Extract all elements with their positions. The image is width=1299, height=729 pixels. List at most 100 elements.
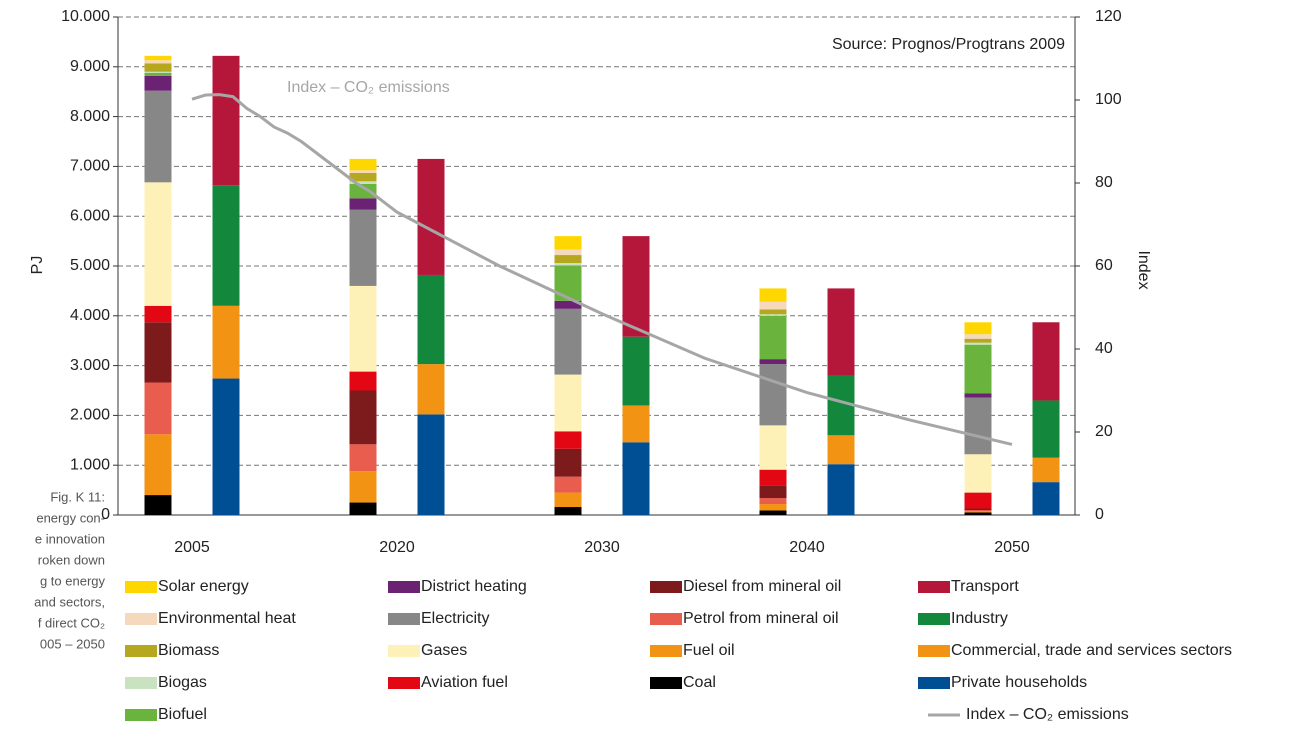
bar-segment xyxy=(212,378,240,515)
bar-segment xyxy=(827,464,855,515)
y2-tick-label: 40 xyxy=(1095,340,1113,357)
bar-segment xyxy=(349,172,377,182)
bar-segment xyxy=(144,72,172,76)
bar-segment xyxy=(964,393,992,398)
bar-segment xyxy=(417,274,445,365)
bar-segment xyxy=(554,249,582,256)
bar-segment xyxy=(144,63,172,72)
x-tick-label: 2050 xyxy=(994,539,1030,556)
y-tick-label: 4.000 xyxy=(70,307,110,324)
bar-segment xyxy=(349,285,377,372)
legend-label: Biogas xyxy=(158,674,207,691)
legend-label: Fuel oil xyxy=(683,642,735,659)
bar-segment xyxy=(1032,457,1060,483)
y-tick-label: 10.000 xyxy=(61,8,110,25)
legend-label: Commercial, trade and services sectors xyxy=(951,642,1232,659)
bar-segment xyxy=(144,382,172,435)
caption-line: Fig. K 11: xyxy=(50,489,105,504)
bar-segment xyxy=(349,390,377,445)
legend-label: Gases xyxy=(421,642,467,659)
bar-segment xyxy=(622,442,650,515)
y2-axis-label: Index xyxy=(1135,250,1152,289)
legend-label: District heating xyxy=(421,578,527,595)
bar-segment xyxy=(417,364,445,415)
bar-segment xyxy=(144,60,172,64)
bar-segment xyxy=(554,300,582,309)
legend-label: Biofuel xyxy=(158,706,207,723)
bar-segment xyxy=(144,55,172,61)
bar-segment xyxy=(144,182,172,306)
bar-segment xyxy=(349,170,377,173)
bar-segment xyxy=(964,508,992,511)
bar-segment xyxy=(417,414,445,515)
bar-segment xyxy=(759,498,787,505)
caption-line: 005 – 2050 xyxy=(40,636,105,651)
bar-segment xyxy=(964,342,992,345)
bar-segment xyxy=(349,158,377,171)
caption-line: energy con- xyxy=(36,510,105,525)
bar-segment xyxy=(759,315,787,360)
x-tick-label: 2020 xyxy=(379,539,415,556)
y2-tick-label: 20 xyxy=(1095,423,1113,440)
legend-label: Industry xyxy=(951,610,1008,627)
y-axis-label: PJ xyxy=(29,256,46,275)
legend-swatch xyxy=(388,581,420,593)
bar-segment xyxy=(554,308,582,375)
bar-segment xyxy=(964,322,992,335)
bar-segment xyxy=(827,288,855,376)
bar-segment xyxy=(1032,400,1060,458)
bar-segment xyxy=(964,492,992,509)
bar-segment xyxy=(964,397,992,455)
bar-segment xyxy=(964,334,992,339)
y2-tick-label: 60 xyxy=(1095,257,1113,274)
legend-swatch xyxy=(918,613,950,625)
bar-segment xyxy=(759,364,787,426)
legend-label: Environmental heat xyxy=(158,610,296,627)
x-tick-label: 2040 xyxy=(789,539,825,556)
y-tick-label: 6.000 xyxy=(70,207,110,224)
legend-swatch xyxy=(650,645,682,657)
legend-label: Biomass xyxy=(158,642,219,659)
y2-tick-label: 100 xyxy=(1095,91,1122,108)
legend-swatch xyxy=(388,613,420,625)
legend-label: Electricity xyxy=(421,610,489,627)
bar-segment xyxy=(964,344,992,394)
bar-segment xyxy=(349,444,377,472)
legend-label: Transport xyxy=(951,578,1019,595)
bar-segment xyxy=(554,492,582,508)
y2-tick-label: 120 xyxy=(1095,8,1122,25)
bar-segment xyxy=(349,371,377,391)
bar-segment xyxy=(964,510,992,512)
legend-label: Diesel from mineral oil xyxy=(683,578,841,595)
bar-segment xyxy=(554,476,582,493)
bar-segment xyxy=(554,263,582,266)
legend-swatch xyxy=(918,645,950,657)
legend-swatch xyxy=(125,709,157,721)
y-tick-label: 2.000 xyxy=(70,407,110,424)
bar-segment xyxy=(622,405,650,443)
bar-segment xyxy=(349,198,377,210)
y-tick-label: 3.000 xyxy=(70,357,110,374)
bar-segment xyxy=(964,511,992,513)
bar-segment xyxy=(827,435,855,465)
bar-segment xyxy=(144,71,172,73)
bar-segment xyxy=(554,255,582,264)
y2-tick-label: 0 xyxy=(1095,506,1104,523)
bar-segment xyxy=(144,434,172,496)
line-annotation: Index – CO₂ emissions xyxy=(287,79,450,96)
caption-line: and sectors, xyxy=(34,594,105,609)
legend-swatch xyxy=(650,581,682,593)
legend-swatch xyxy=(650,677,682,689)
bar-segment xyxy=(759,288,787,302)
bar-segment xyxy=(964,512,992,515)
legend-label: Index – CO₂ emissions xyxy=(966,706,1129,723)
index-line xyxy=(191,93,1013,446)
bar-segment xyxy=(349,502,377,515)
bar-segment xyxy=(144,322,172,383)
bar-segment xyxy=(1032,322,1060,401)
bar-segment xyxy=(622,336,650,406)
bar-segment xyxy=(759,425,787,470)
bar-segment xyxy=(964,454,992,493)
y2-tick-label: 80 xyxy=(1095,174,1113,191)
bar-segment xyxy=(349,181,377,184)
